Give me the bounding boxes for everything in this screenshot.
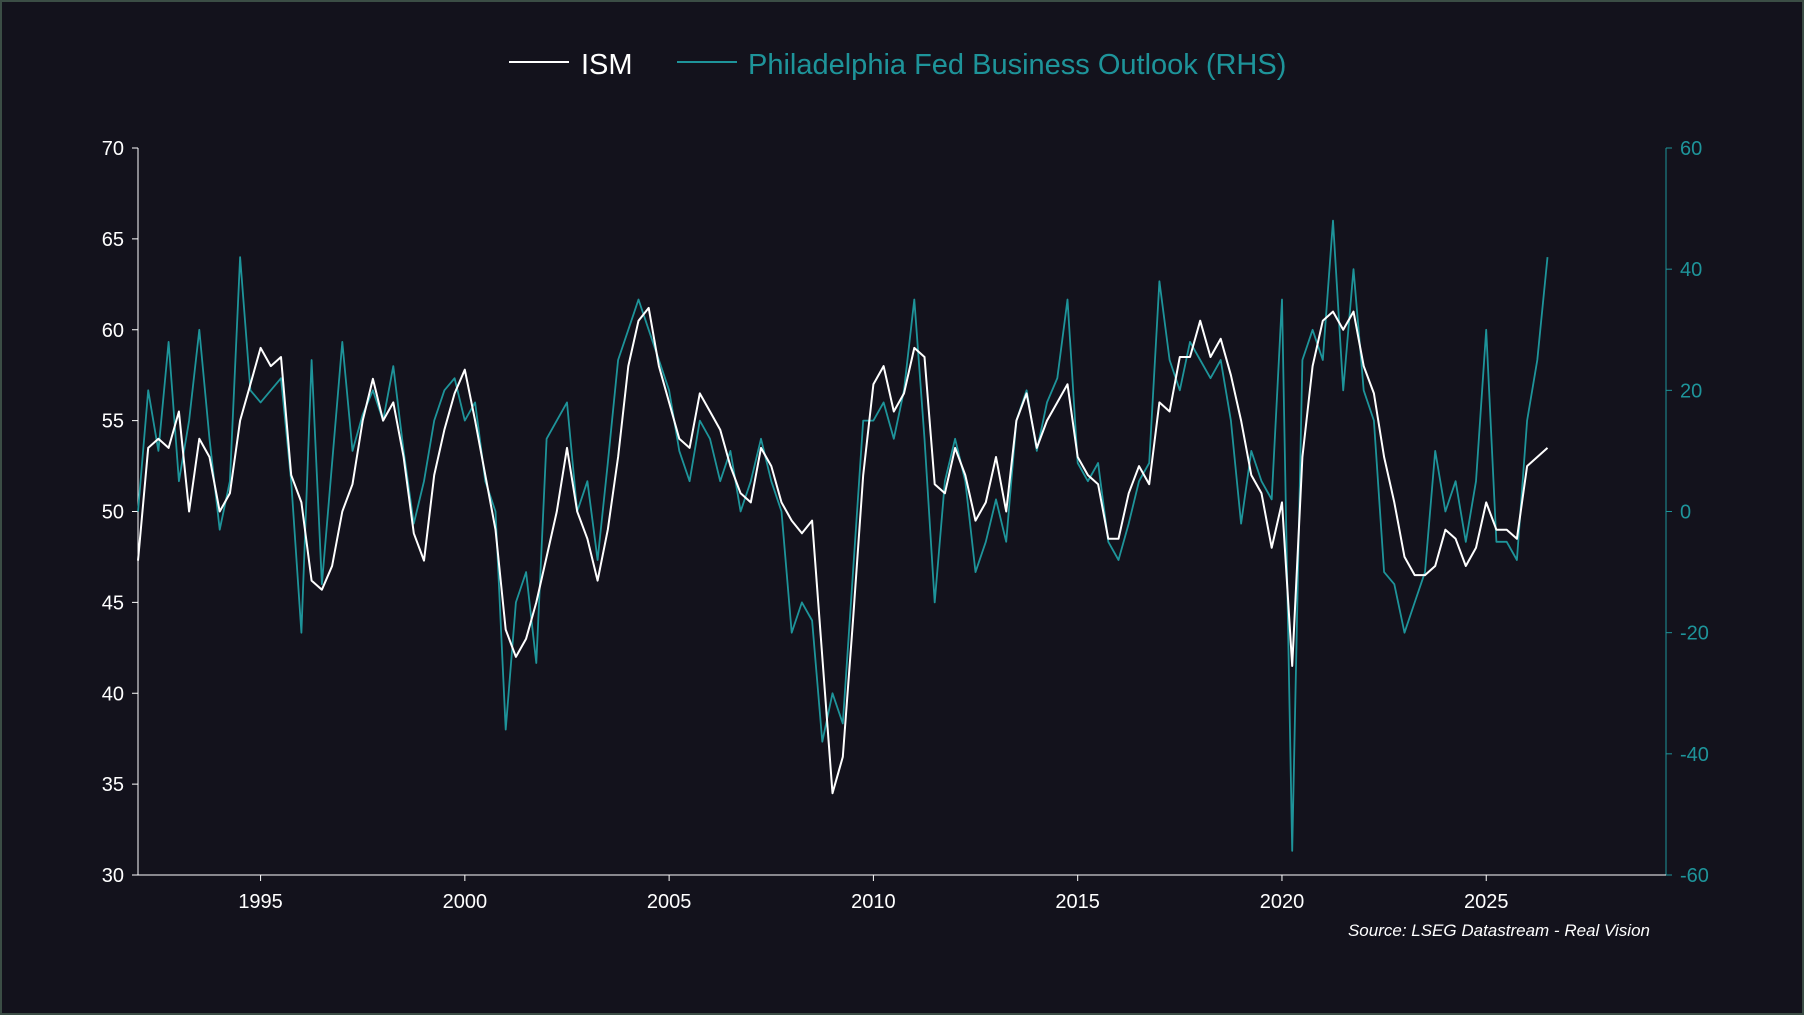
y-right-tick-label: 40 <box>1680 259 1702 281</box>
y-left-tick-label: 65 <box>102 229 124 251</box>
x-tick-label: 2020 <box>1260 891 1305 913</box>
series-layer <box>137 219 1549 852</box>
y-left-tick-label: 55 <box>102 411 124 433</box>
y-right-tick-label: -40 <box>1680 744 1709 766</box>
axes: 30 35 40 45 50 55 60 65 70 -60 -40 -20 0 20 40 60 1995 20… <box>102 138 1709 913</box>
y-left-tick-label: 70 <box>102 138 124 160</box>
y-left-tick-label: 45 <box>102 592 124 614</box>
y-left-tick-label: 30 <box>102 865 124 887</box>
y-left-tick-label: 50 <box>102 502 124 524</box>
y-right-tick-label: 20 <box>1680 380 1702 402</box>
series-line-ism <box>137 306 1549 795</box>
y-right-tick-label: -60 <box>1680 865 1709 887</box>
source-note: Source: LSEG Datastream - Real Vision <box>1348 921 1650 940</box>
y-right-tick-label: 0 <box>1680 502 1691 524</box>
x-tick-label: 2005 <box>647 891 692 913</box>
y-right-tick-label: -20 <box>1680 623 1709 645</box>
x-tick-label: 2010 <box>851 891 896 913</box>
legend: ISM Philadelphia Fed Business Outlook (R… <box>509 49 1286 81</box>
y-left-tick-label: 35 <box>102 774 124 796</box>
y-left-tick-label: 60 <box>102 320 124 342</box>
y-left-tick-label: 40 <box>102 683 124 705</box>
x-tick-label: 2025 <box>1464 891 1509 913</box>
y-right-tick-label: 60 <box>1680 138 1702 160</box>
x-tick-label: 2000 <box>443 891 488 913</box>
x-tick-label: 1995 <box>238 891 283 913</box>
legend-label-ism: ISM <box>581 49 633 81</box>
legend-label-philly: Philadelphia Fed Business Outlook (RHS) <box>748 49 1286 81</box>
series-line-philly <box>137 219 1549 852</box>
x-tick-label: 2015 <box>1055 891 1100 913</box>
